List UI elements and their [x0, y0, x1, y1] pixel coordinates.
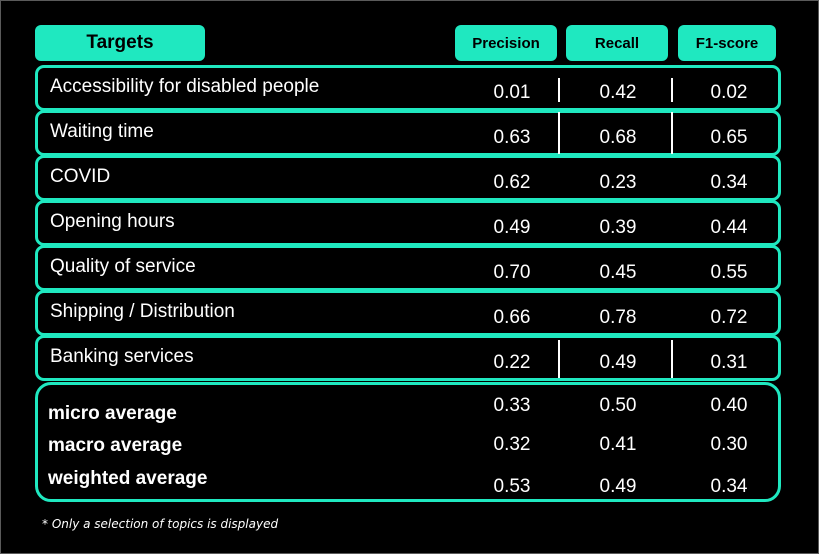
recall-value: 0.68 — [599, 127, 637, 148]
f1-value: 0.44 — [710, 217, 748, 238]
column-divider — [558, 112, 560, 154]
table-row: Opening hours 0.49 0.39 0.44 — [35, 200, 781, 246]
recall-value: 0.49 — [599, 476, 637, 497]
table-row: Banking services 0.22 0.49 0.31 — [35, 335, 781, 381]
column-divider — [671, 78, 673, 102]
target-label: Banking services — [50, 346, 194, 367]
average-label: weighted average — [48, 468, 208, 489]
target-label: Opening hours — [50, 211, 175, 232]
precision-value: 0.01 — [493, 82, 531, 103]
precision-value: 0.66 — [493, 307, 531, 328]
precision-value: 0.62 — [493, 172, 531, 193]
recall-value: 0.39 — [599, 217, 637, 238]
table-row: Accessibility for disabled people 0.01 0… — [35, 65, 781, 111]
recall-value: 0.41 — [599, 434, 637, 455]
table-row: Waiting time 0.63 0.68 0.65 — [35, 110, 781, 156]
f1-value: 0.40 — [710, 395, 748, 416]
table-row: COVID 0.62 0.23 0.34 — [35, 155, 781, 201]
averages-box: micro average macro average weighted ave… — [35, 382, 781, 502]
header-precision: Precision — [455, 25, 557, 61]
header-targets: Targets — [35, 25, 205, 61]
column-divider — [558, 340, 560, 378]
precision-value: 0.32 — [493, 434, 531, 455]
column-divider — [558, 78, 560, 102]
target-label: Accessibility for disabled people — [50, 76, 320, 97]
f1-value: 0.72 — [710, 307, 748, 328]
f1-value: 0.34 — [710, 476, 748, 497]
header-recall: Recall — [566, 25, 668, 61]
precision-value: 0.53 — [493, 476, 531, 497]
average-label: micro average — [48, 403, 177, 424]
recall-value: 0.42 — [599, 82, 637, 103]
column-divider — [671, 112, 673, 154]
header-f1-score: F1-score — [678, 25, 776, 61]
f1-value: 0.30 — [710, 434, 748, 455]
f1-value: 0.31 — [710, 352, 748, 373]
target-label: Quality of service — [50, 256, 196, 277]
f1-value: 0.34 — [710, 172, 748, 193]
recall-value: 0.50 — [599, 395, 637, 416]
footnote: * Only a selection of topics is displaye… — [42, 517, 279, 531]
precision-value: 0.63 — [493, 127, 531, 148]
average-label: macro average — [48, 435, 183, 456]
precision-value: 0.49 — [493, 217, 531, 238]
target-label: COVID — [50, 166, 111, 187]
f1-value: 0.02 — [710, 82, 748, 103]
f1-value: 0.55 — [710, 262, 748, 283]
recall-value: 0.49 — [599, 352, 637, 373]
precision-value: 0.70 — [493, 262, 531, 283]
precision-value: 0.22 — [493, 352, 531, 373]
table-row: Shipping / Distribution 0.66 0.78 0.72 — [35, 290, 781, 336]
recall-value: 0.45 — [599, 262, 637, 283]
target-label: Waiting time — [50, 121, 154, 142]
table-row: Quality of service 0.70 0.45 0.55 — [35, 245, 781, 291]
column-divider — [671, 340, 673, 378]
f1-value: 0.65 — [710, 127, 748, 148]
recall-value: 0.23 — [599, 172, 637, 193]
precision-value: 0.33 — [493, 395, 531, 416]
target-label: Shipping / Distribution — [50, 301, 235, 322]
recall-value: 0.78 — [599, 307, 637, 328]
